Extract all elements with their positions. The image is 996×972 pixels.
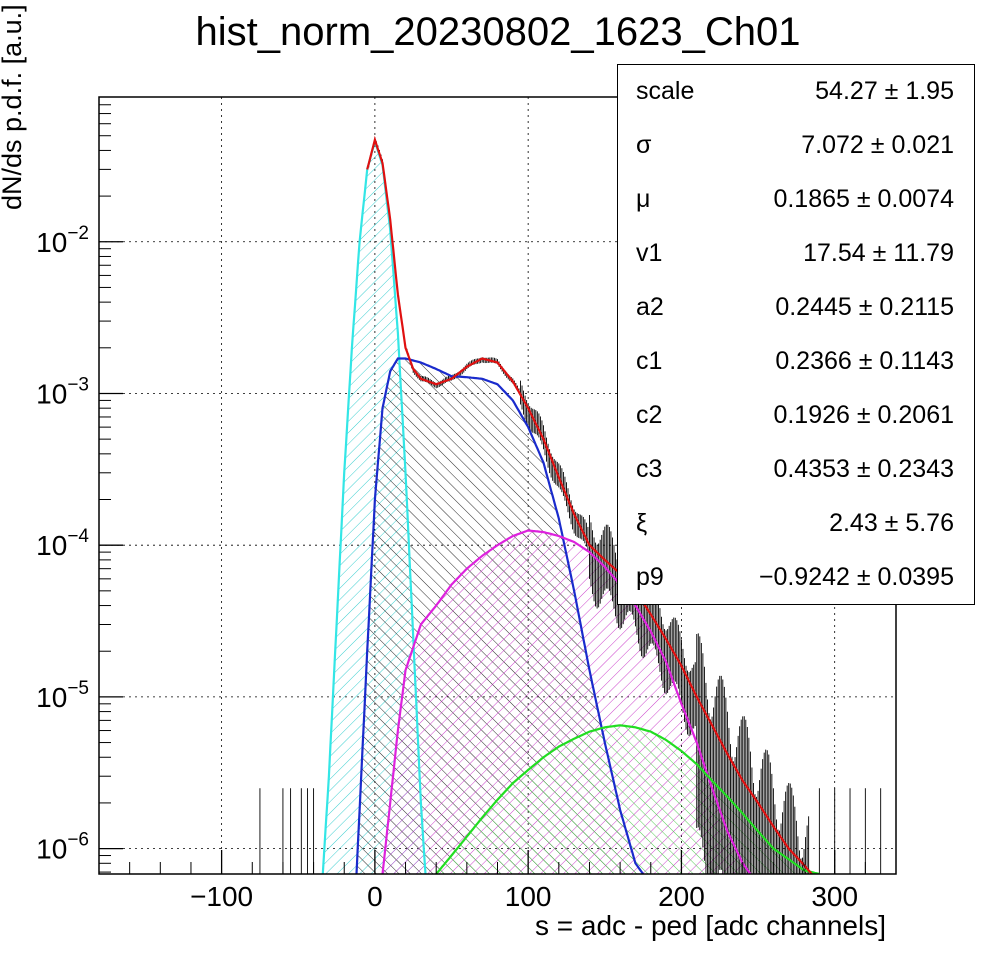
y-tick-label: 10−2 xyxy=(36,223,89,258)
stat-value: 7.072 ± 0.021 xyxy=(801,131,954,159)
stat-row: c1 0.2366 ± 0.1143 xyxy=(618,335,974,389)
stat-name: c3 xyxy=(636,455,663,483)
stat-name: p9 xyxy=(636,563,664,591)
stat-row: scale 54.27 ± 1.95 xyxy=(618,65,974,119)
stat-value: 0.2445 ± 0.2115 xyxy=(775,293,954,321)
stat-row: v1 17.54 ± 11.79 xyxy=(618,227,974,281)
stat-name: c2 xyxy=(636,401,663,429)
stat-value: −0.9242 ± 0.0395 xyxy=(758,563,954,591)
stat-name: a2 xyxy=(636,293,664,321)
stat-row: ξ 2.43 ± 5.76 xyxy=(618,497,974,551)
y-tick-label: 10−4 xyxy=(36,526,89,561)
stat-name: c1 xyxy=(636,347,663,375)
stat-value: 0.2366 ± 0.1143 xyxy=(775,347,954,375)
stat-row: σ 7.072 ± 0.021 xyxy=(618,119,974,173)
x-tick-label: 200 xyxy=(658,881,705,912)
stat-row: a2 0.2445 ± 0.2115 xyxy=(618,281,974,335)
fit-curve xyxy=(355,357,644,874)
stat-value: 0.4353 ± 0.2343 xyxy=(773,455,954,483)
stat-row: c3 0.4353 ± 0.2343 xyxy=(618,443,974,497)
x-tick-label: −100 xyxy=(190,881,253,912)
x-tick-label: 300 xyxy=(811,881,858,912)
stat-value: 2.43 ± 5.76 xyxy=(829,509,954,537)
stat-row: c2 0.1926 ± 0.2061 xyxy=(618,389,974,443)
hatched-areas xyxy=(322,141,820,874)
y-axis-label: dN/ds p.d.f. [a.u.] xyxy=(0,4,27,210)
fit-curve xyxy=(381,529,752,874)
x-tick-label: 0 xyxy=(367,881,383,912)
stat-value: 54.27 ± 1.95 xyxy=(815,77,954,105)
axes: −100 0 100 200 300 10−6 10−5 10−4 10−3 10−2 xyxy=(36,96,897,912)
stat-row: μ 0.1865 ± 0.0074 xyxy=(618,173,974,227)
fit-curves xyxy=(321,135,820,874)
y-tick-label: 10−3 xyxy=(36,374,89,409)
stat-value: 0.1865 ± 0.0074 xyxy=(773,185,954,213)
hatch-fill xyxy=(436,725,820,874)
x-axis-label: s = adc - ped [adc channels] xyxy=(535,910,886,941)
fit-curve xyxy=(366,135,813,874)
stat-name: scale xyxy=(636,77,695,105)
fit-curve xyxy=(435,724,820,874)
stat-name: ξ xyxy=(636,509,648,537)
grid-lines xyxy=(99,97,896,874)
stat-name: σ xyxy=(636,131,652,159)
stat-row: p9 −0.9242 ± 0.0395 xyxy=(618,551,974,605)
fit-stats-box: scale 54.27 ± 1.95 σ 7.072 ± 0.021 μ 0.1865 ±… xyxy=(617,64,975,605)
stat-value: 17.54 ± 11.79 xyxy=(803,239,954,267)
y-tick-label: 10−6 xyxy=(36,830,89,865)
stat-value: 0.1926 ± 0.2061 xyxy=(773,401,954,429)
y-tick-label: 10−5 xyxy=(36,678,89,713)
chart-title: hist_norm_20230802_1623_Ch01 xyxy=(195,10,801,54)
x-tick-label: 100 xyxy=(505,881,552,912)
stat-name: v1 xyxy=(636,239,663,267)
stat-name: μ xyxy=(636,185,651,213)
